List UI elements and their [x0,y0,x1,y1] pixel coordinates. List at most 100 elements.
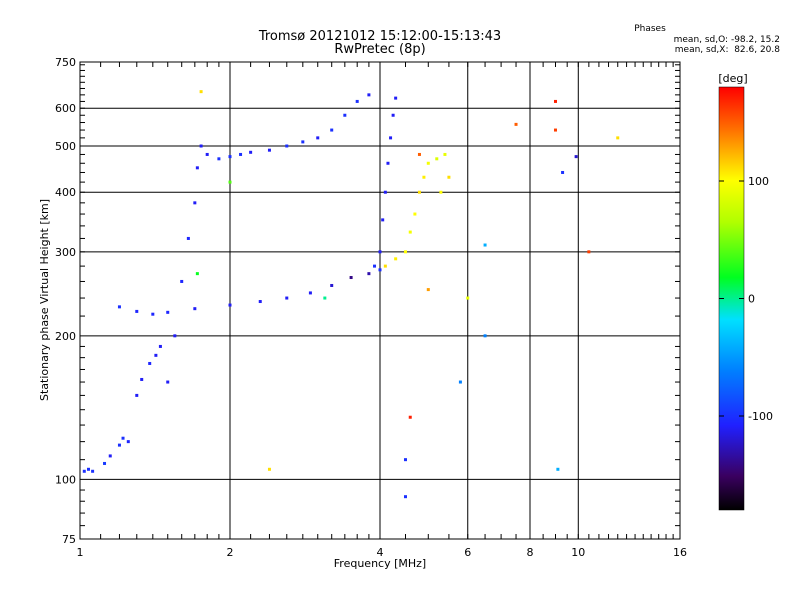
data-point [616,136,620,140]
data-point [483,243,487,247]
y-axis-label: Stationary phase Virtual Height [km] [38,199,51,401]
data-point [151,312,155,316]
data-point [140,377,144,381]
colorbar-ticks: 100 0 -100 [719,175,773,423]
data-point [301,140,305,144]
data-point [447,175,451,179]
data-point [343,113,347,117]
data-point [355,99,359,103]
grid-lines [79,61,681,540]
data-point [383,264,387,268]
data-point [195,272,199,276]
colorbar-tick-label: 0 [748,293,755,306]
data-point [330,128,334,132]
data-point [381,218,385,222]
data-point [483,334,487,338]
x-tick-label: 10 [571,546,585,559]
x-tick-label: 4 [377,546,384,559]
y-tick-label: 75 [62,533,76,546]
y-tick-label: 400 [55,186,76,199]
data-point [403,250,407,254]
data-point [330,283,334,287]
colorbar-label: [deg] [718,72,747,85]
data-point [394,257,398,261]
data-point [458,380,462,384]
data-point [417,152,421,156]
x-tick-label: 16 [673,546,687,559]
data-point [117,443,121,447]
x-tick-label: 2 [227,546,234,559]
x-tick-label: 1 [77,546,84,559]
data-point [426,161,430,165]
data-point [373,264,377,268]
data-point [126,440,130,444]
data-point [82,469,86,473]
data-point [267,467,271,471]
data-point [258,300,262,304]
y-tick-label: 500 [55,140,76,153]
data-point [166,380,170,384]
data-point [217,157,221,161]
data-point [383,190,387,194]
data-point [180,279,184,283]
data-point [417,190,421,194]
data-point [408,230,412,234]
data-point [228,180,232,184]
data-point [443,152,447,156]
chart-subtitle: RwPretec (8p) [334,42,425,57]
data-point [228,303,232,307]
data-points [82,90,620,499]
data-point [403,458,407,462]
data-point [205,152,209,156]
colorbar-tick-label: 100 [748,175,769,188]
axis-ticks: 1 2 4 6 8 10 16 75 100 200 300 400 500 600 750 [55,56,687,559]
data-point [553,128,557,132]
data-point [435,157,439,161]
data-point [553,99,557,103]
data-point [135,309,139,313]
data-point [285,296,289,300]
data-point [195,166,199,170]
data-point [587,250,591,254]
data-point [91,469,95,473]
data-point [158,344,162,348]
data-point [378,250,382,254]
data-point [556,467,560,471]
data-point [108,454,112,458]
chart-title: Tromsø 20121012 15:12:00-15:13:43 [258,29,501,44]
data-point [426,288,430,292]
data-point [389,136,393,140]
data-point [422,175,426,179]
data-point [391,113,395,117]
data-point [466,296,470,300]
data-point [367,272,371,276]
data-point [267,148,271,152]
data-point [285,144,289,148]
data-point [154,353,158,357]
x-tick-label: 8 [527,546,534,559]
data-point [103,461,107,465]
data-point [148,361,152,365]
colorbar-tick-label: -100 [748,410,773,423]
data-point [378,268,382,272]
data-point [199,144,203,148]
data-point [199,90,203,94]
data-point [308,291,312,295]
y-tick-label: 100 [55,473,76,486]
x-tick-label: 6 [464,546,471,559]
data-point [394,96,398,100]
stats-x-mode: mean, sd,X: 82.6, 20.8 [675,45,781,55]
data-point [514,122,518,126]
data-point [316,136,320,140]
stats-heading: Phases [634,24,666,34]
data-point [228,155,232,159]
data-point [117,305,121,309]
plot-frame [79,61,681,540]
data-point [413,212,417,216]
data-point [408,415,412,419]
data-point [86,467,90,471]
data-point [121,436,125,440]
data-point [173,334,177,338]
data-point [186,236,190,240]
